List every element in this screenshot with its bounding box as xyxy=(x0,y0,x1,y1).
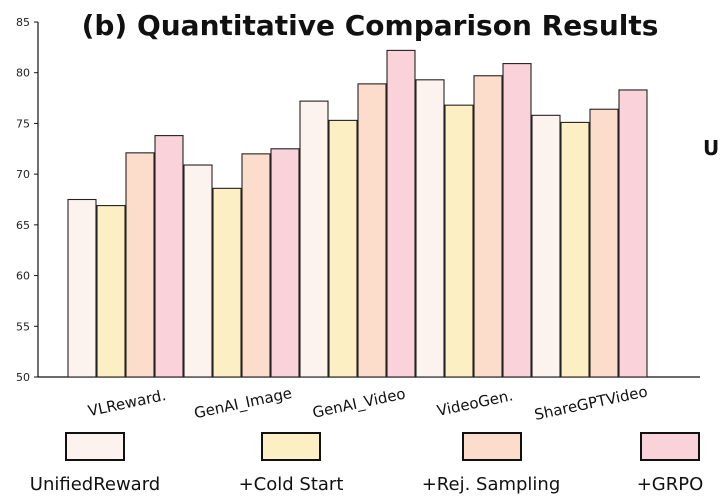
bar xyxy=(502,63,532,378)
bar xyxy=(154,135,184,378)
y-tick-label: 55 xyxy=(16,320,30,333)
legend: UnifiedReward +Cold Start +Rej. Sampling +G… xyxy=(30,432,704,495)
legend-label: +Cold Start xyxy=(239,474,344,495)
legend-swatch xyxy=(640,432,700,461)
chart-title: (b) Quantitative Comparison Results xyxy=(82,9,659,42)
legend-label: +GRPO xyxy=(637,474,704,495)
y-tick-label: 70 xyxy=(16,168,30,181)
y-tick-label: 80 xyxy=(16,67,30,80)
y-tick-label: 75 xyxy=(16,117,30,130)
x-tick-label: GenAI_Video xyxy=(311,384,407,422)
bar xyxy=(299,100,329,378)
bar xyxy=(270,148,300,378)
bars xyxy=(67,49,648,378)
bar xyxy=(241,153,271,378)
side-mark: U xyxy=(703,136,719,160)
legend-swatch xyxy=(65,432,125,461)
legend-label: +Rej. Sampling xyxy=(422,474,561,495)
bar xyxy=(415,79,445,378)
x-tick-label: GenAI_Image xyxy=(192,384,293,423)
x-tick-label: VLReward. xyxy=(86,386,167,420)
legend-swatch xyxy=(462,432,522,461)
x-tick-label: VideoGen. xyxy=(435,386,514,420)
bar xyxy=(589,108,619,378)
bar xyxy=(212,187,242,378)
y-tick-label: 65 xyxy=(16,219,30,232)
y-tick-label: 85 xyxy=(16,16,30,29)
bar xyxy=(386,49,416,378)
bar xyxy=(96,205,126,378)
bar xyxy=(618,89,648,378)
x-tick-labels: VLReward. GenAI_Image GenAI_Video VideoGen.… xyxy=(86,382,649,424)
bar xyxy=(444,104,474,378)
bar xyxy=(183,164,213,378)
y-tick-label: 60 xyxy=(16,270,30,283)
bar xyxy=(473,75,503,378)
bar xyxy=(531,114,561,378)
legend-swatch xyxy=(261,432,321,461)
x-tick-label: ShareGPTVideo xyxy=(533,382,649,424)
bar xyxy=(328,119,358,378)
bar xyxy=(125,152,155,378)
bar xyxy=(67,198,97,378)
y-tick-label: 50 xyxy=(16,371,30,384)
bar xyxy=(357,83,387,378)
bar xyxy=(560,121,590,378)
legend-label: UnifiedReward xyxy=(30,474,160,495)
